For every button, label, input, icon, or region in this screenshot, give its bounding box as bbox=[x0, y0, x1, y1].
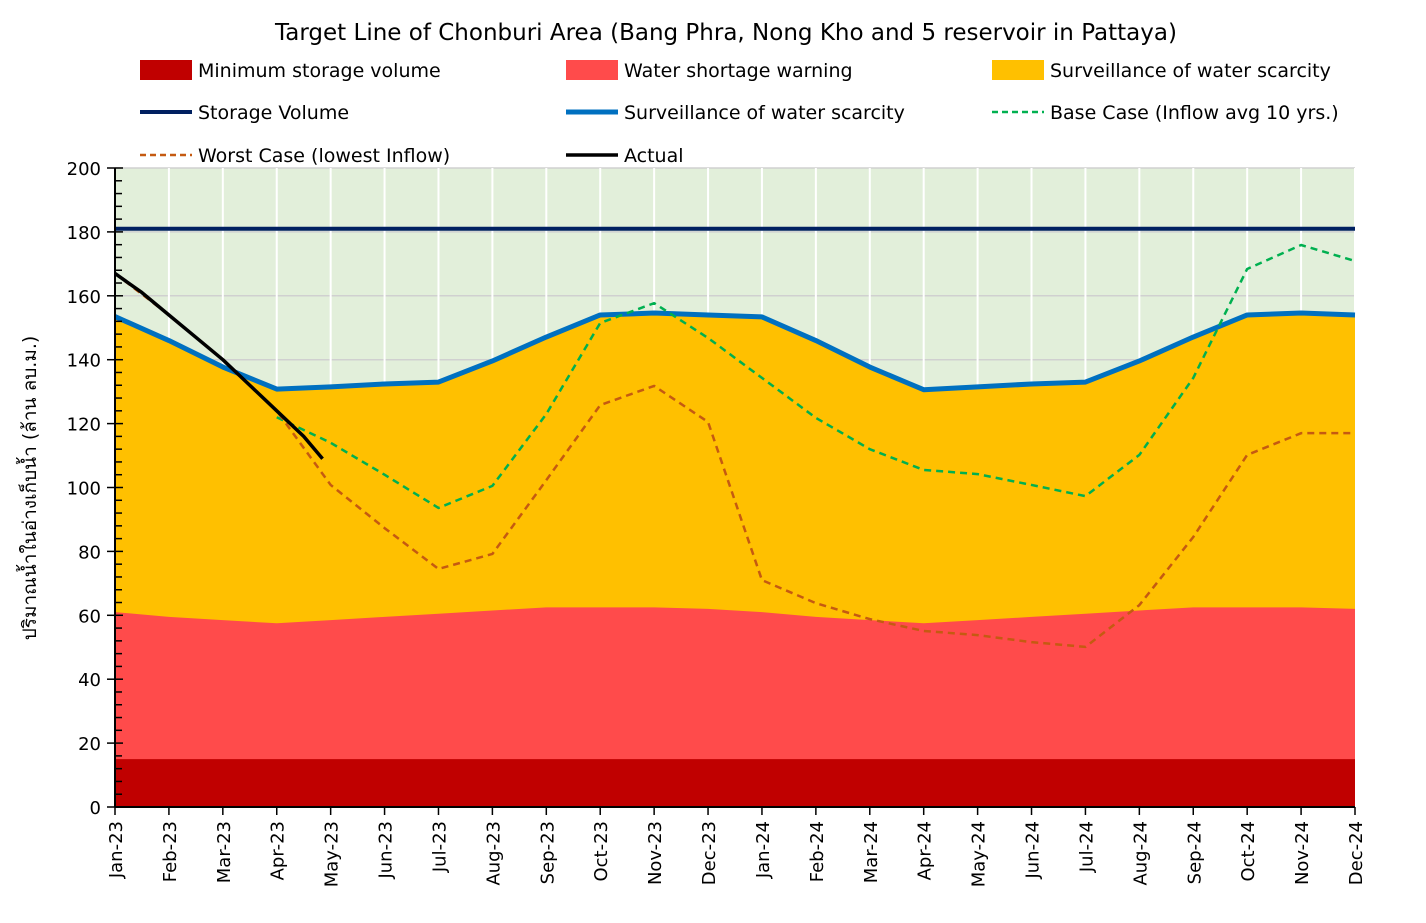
y-tick-label: 80 bbox=[78, 542, 101, 563]
x-tick-label: Mar-23 bbox=[214, 821, 235, 883]
legend-item: Storage Volume bbox=[140, 102, 349, 124]
legend-swatch bbox=[140, 60, 192, 80]
legend-label: Surveillance of water scarcity bbox=[1050, 60, 1331, 82]
legend-label: Minimum storage volume bbox=[198, 60, 441, 82]
chart-title: Target Line of Chonburi Area (Bang Phra,… bbox=[274, 20, 1177, 46]
series-worst-case-lowest-inflow- bbox=[114, 272, 1355, 649]
legend-label: Worst Case (lowest Inflow) bbox=[198, 145, 450, 167]
x-tick-label: Sep-23 bbox=[537, 821, 558, 884]
axes: 0 20 40 60 80 100 120 140 160 180 200 Jan-23 Feb-23 M… bbox=[67, 159, 1367, 887]
area-minimum-storage-volume bbox=[115, 759, 1355, 807]
series-base-case-inflow-avg-10-yrs- bbox=[276, 243, 1356, 510]
x-tick-label: Mar-24 bbox=[861, 821, 882, 883]
x-tick-label: Jan-24 bbox=[753, 821, 774, 879]
y-tick-label: 200 bbox=[67, 159, 101, 180]
x-tick-label: May-23 bbox=[322, 821, 343, 887]
x-tick-label: Jan-23 bbox=[106, 821, 127, 879]
x-tick-label: Apr-23 bbox=[268, 821, 289, 880]
legend-item: Minimum storage volume bbox=[140, 60, 441, 82]
y-tick-label: 160 bbox=[67, 287, 101, 308]
x-tick-label: Sep-24 bbox=[1184, 821, 1205, 884]
legend-label: Actual bbox=[624, 145, 684, 167]
y-tick-label: 180 bbox=[67, 223, 101, 244]
legend-label: Base Case (Inflow avg 10 yrs.) bbox=[1050, 102, 1339, 124]
legend: Minimum storage volume Water shortage war… bbox=[140, 60, 1339, 167]
x-tick-label: Feb-23 bbox=[160, 821, 181, 882]
legend-label: Storage Volume bbox=[198, 102, 349, 124]
x-tick-label: Dec-24 bbox=[1346, 821, 1367, 885]
x-tick-label: Apr-24 bbox=[915, 821, 936, 880]
legend-item: Worst Case (lowest Inflow) bbox=[140, 145, 450, 167]
legend-swatch bbox=[566, 60, 618, 80]
legend-item: Water shortage warning bbox=[566, 60, 853, 82]
y-tick-label: 60 bbox=[78, 606, 101, 627]
y-tick-label: 140 bbox=[67, 351, 101, 372]
legend-label: Water shortage warning bbox=[624, 60, 853, 82]
legend-item: Actual bbox=[566, 145, 684, 167]
y-tick-label: 40 bbox=[78, 670, 101, 691]
y-axis-label: ปริมาณน้ำในอ่างเก็บน้ำ (ล้าน ลบ.ม.) bbox=[16, 336, 41, 641]
series-surveillance-of-water-scarcity bbox=[113, 310, 1356, 393]
x-tick-label: Nov-23 bbox=[645, 821, 666, 885]
legend-label: Surveillance of water scarcity bbox=[624, 102, 905, 124]
x-tick-label: Dec-23 bbox=[699, 821, 720, 885]
legend-item: Base Case (Inflow avg 10 yrs.) bbox=[992, 102, 1339, 124]
y-tick-label: 100 bbox=[67, 479, 101, 500]
x-tick-label: Oct-23 bbox=[591, 821, 612, 882]
legend-item: Surveillance of water scarcity bbox=[992, 60, 1331, 82]
legend-swatch bbox=[992, 60, 1044, 80]
x-tick-label: Oct-24 bbox=[1238, 821, 1259, 882]
x-tick-label: May-24 bbox=[969, 821, 990, 887]
x-tick-label: Nov-24 bbox=[1292, 821, 1313, 885]
x-tick-label: Aug-23 bbox=[483, 821, 504, 886]
x-tick-label: Jun-24 bbox=[1023, 821, 1044, 880]
x-tick-label: Jul-23 bbox=[429, 821, 450, 873]
plot-area bbox=[113, 167, 1356, 808]
y-tick-label: 20 bbox=[78, 734, 101, 755]
y-tick-label: 0 bbox=[90, 798, 101, 819]
legend-item: Surveillance of water scarcity bbox=[566, 102, 905, 124]
series-actual bbox=[113, 272, 324, 460]
x-tick-label: Jul-24 bbox=[1076, 821, 1097, 873]
x-tick-label: Jun-23 bbox=[376, 821, 397, 880]
area-water-shortage-warning bbox=[115, 607, 1355, 807]
x-tick-label: Feb-24 bbox=[807, 821, 828, 882]
y-tick-label: 120 bbox=[67, 415, 101, 436]
x-tick-label: Aug-24 bbox=[1130, 821, 1151, 886]
